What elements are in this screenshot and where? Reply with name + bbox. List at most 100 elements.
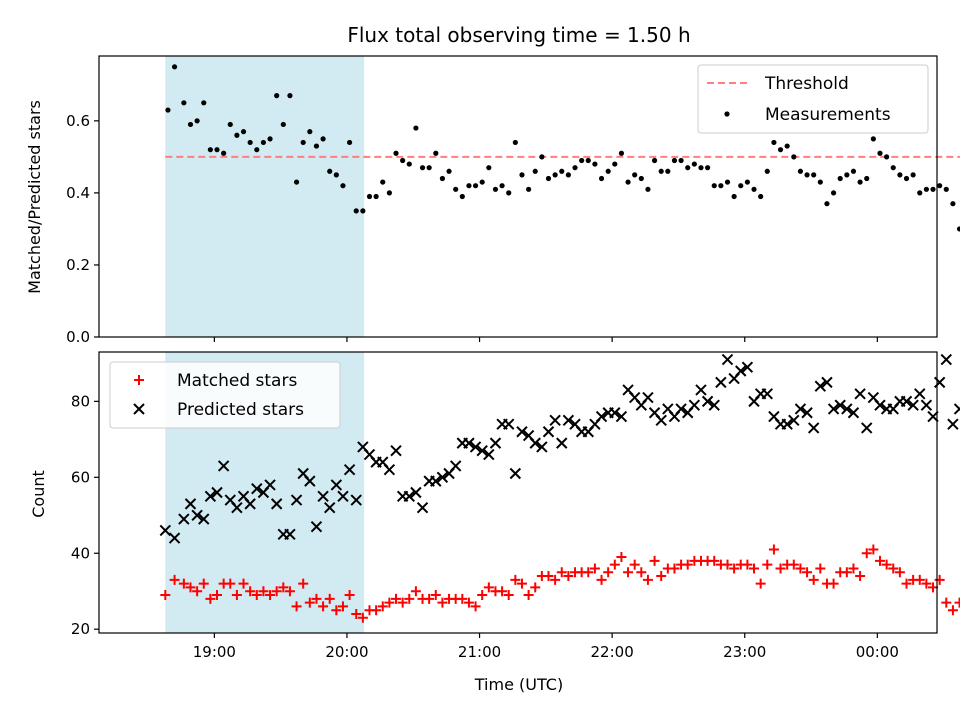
matched-point-105 bbox=[861, 548, 872, 559]
predicted-point-15 bbox=[264, 479, 276, 491]
matched-point-118 bbox=[947, 605, 958, 616]
measurement-point-38 bbox=[419, 165, 426, 171]
matched-point-103 bbox=[848, 563, 859, 574]
measurement-point-31 bbox=[373, 193, 379, 200]
predicted-point-95 bbox=[794, 403, 807, 415]
top-y-tick-label-2: 0.4 bbox=[66, 184, 90, 202]
measurement-point-14 bbox=[260, 139, 267, 146]
matched-point-108 bbox=[881, 559, 892, 570]
predicted-point-112 bbox=[907, 399, 919, 411]
predicted-point-96 bbox=[801, 407, 813, 419]
predicted-point-41 bbox=[436, 471, 449, 484]
predicted-point-80 bbox=[695, 384, 707, 396]
measurement-point-88 bbox=[751, 186, 757, 192]
measurement-point-81 bbox=[705, 165, 711, 171]
predicted-point-6 bbox=[204, 490, 217, 503]
measurement-point-119 bbox=[956, 226, 960, 232]
measurement-point-109 bbox=[890, 165, 896, 171]
measurement-point-75 bbox=[665, 168, 671, 174]
predicted-point-3 bbox=[184, 498, 197, 510]
predicted-point-65 bbox=[595, 410, 608, 423]
matched-point-39 bbox=[424, 593, 435, 604]
predicted-point-93 bbox=[781, 418, 793, 430]
predicted-point-27 bbox=[343, 464, 356, 476]
predicted-point-22 bbox=[310, 520, 323, 533]
legend-predicted-swatch bbox=[133, 403, 145, 415]
measurement-point-36 bbox=[406, 161, 412, 167]
measurement-point-47 bbox=[479, 179, 485, 185]
measurement-point-108 bbox=[884, 154, 890, 160]
predicted-point-81 bbox=[701, 395, 714, 408]
measurement-point-71 bbox=[638, 175, 644, 182]
matched-point-87 bbox=[742, 559, 753, 570]
measurement-point-34 bbox=[393, 150, 399, 156]
measurement-point-23 bbox=[320, 136, 326, 142]
bottom-legend bbox=[109, 361, 341, 429]
matched-point-27 bbox=[344, 590, 355, 601]
measurement-point-79 bbox=[691, 161, 697, 167]
predicted-point-103 bbox=[847, 407, 860, 419]
measurement-point-33 bbox=[386, 190, 392, 196]
matched-point-20 bbox=[298, 578, 309, 589]
matched-point-41 bbox=[437, 597, 448, 608]
measurement-point-46 bbox=[472, 183, 479, 189]
bottom-y-axis-label: Count bbox=[29, 470, 48, 518]
measurement-point-16 bbox=[274, 93, 280, 99]
predicted-point-82 bbox=[708, 399, 720, 411]
matched-point-91 bbox=[768, 544, 779, 555]
predicted-point-51 bbox=[503, 418, 515, 430]
measurement-point-118 bbox=[950, 201, 956, 207]
measurement-point-95 bbox=[797, 168, 804, 174]
predicted-point-53 bbox=[516, 426, 528, 438]
matched-point-19 bbox=[291, 601, 302, 612]
legend-matched-label: Matched stars bbox=[177, 371, 297, 391]
matched-point-5 bbox=[198, 578, 209, 589]
matched-point-6 bbox=[205, 593, 216, 604]
predicted-point-13 bbox=[251, 482, 263, 495]
measurement-point-42 bbox=[446, 168, 452, 174]
matched-point-51 bbox=[503, 590, 514, 601]
measurement-point-112 bbox=[910, 172, 916, 178]
measurement-point-7 bbox=[214, 147, 220, 153]
matched-point-32 bbox=[377, 601, 388, 612]
measurement-point-41 bbox=[439, 175, 446, 182]
measurement-point-68 bbox=[618, 150, 625, 156]
matched-point-100 bbox=[828, 578, 839, 589]
legend-measurement-swatch bbox=[724, 111, 730, 117]
predicted-point-57 bbox=[542, 426, 555, 438]
measurement-point-26 bbox=[340, 183, 346, 189]
bottom-axes-frame bbox=[98, 351, 938, 634]
matched-point-116 bbox=[934, 574, 945, 585]
measurement-point-27 bbox=[347, 139, 353, 146]
matched-point-2 bbox=[178, 578, 189, 589]
measurement-point-92 bbox=[777, 147, 784, 153]
bottom-y-tick-label-2: 60 bbox=[71, 468, 90, 486]
matched-point-11 bbox=[238, 578, 249, 589]
matched-point-4 bbox=[192, 586, 203, 597]
predicted-point-28 bbox=[350, 494, 362, 506]
predicted-point-38 bbox=[416, 501, 429, 514]
matched-point-37 bbox=[410, 586, 421, 597]
measurement-point-11 bbox=[240, 129, 247, 135]
predicted-point-12 bbox=[244, 498, 256, 510]
predicted-point-84 bbox=[721, 353, 734, 366]
predicted-point-114 bbox=[920, 399, 933, 411]
matched-point-47 bbox=[477, 590, 488, 601]
measurement-point-17 bbox=[280, 121, 286, 128]
predicted-point-23 bbox=[317, 490, 329, 503]
predicted-point-105 bbox=[861, 422, 873, 434]
matched-point-26 bbox=[337, 601, 348, 612]
x-tick-label-0: 19:00 bbox=[193, 643, 236, 661]
predicted-point-118 bbox=[947, 418, 959, 430]
measurement-point-73 bbox=[651, 157, 658, 164]
predicted-point-97 bbox=[807, 422, 820, 434]
count-panel: 2040608019:0020:0021:0022:0023:0000:0001… bbox=[71, 351, 960, 661]
predicted-point-72 bbox=[642, 391, 654, 404]
matched-point-46 bbox=[470, 601, 481, 612]
measurement-point-25 bbox=[333, 172, 339, 178]
predicted-point-55 bbox=[529, 437, 541, 449]
matched-point-35 bbox=[397, 597, 408, 608]
matched-point-98 bbox=[815, 563, 826, 574]
measurement-point-93 bbox=[784, 143, 790, 149]
legend-matched-swatch bbox=[134, 375, 144, 385]
